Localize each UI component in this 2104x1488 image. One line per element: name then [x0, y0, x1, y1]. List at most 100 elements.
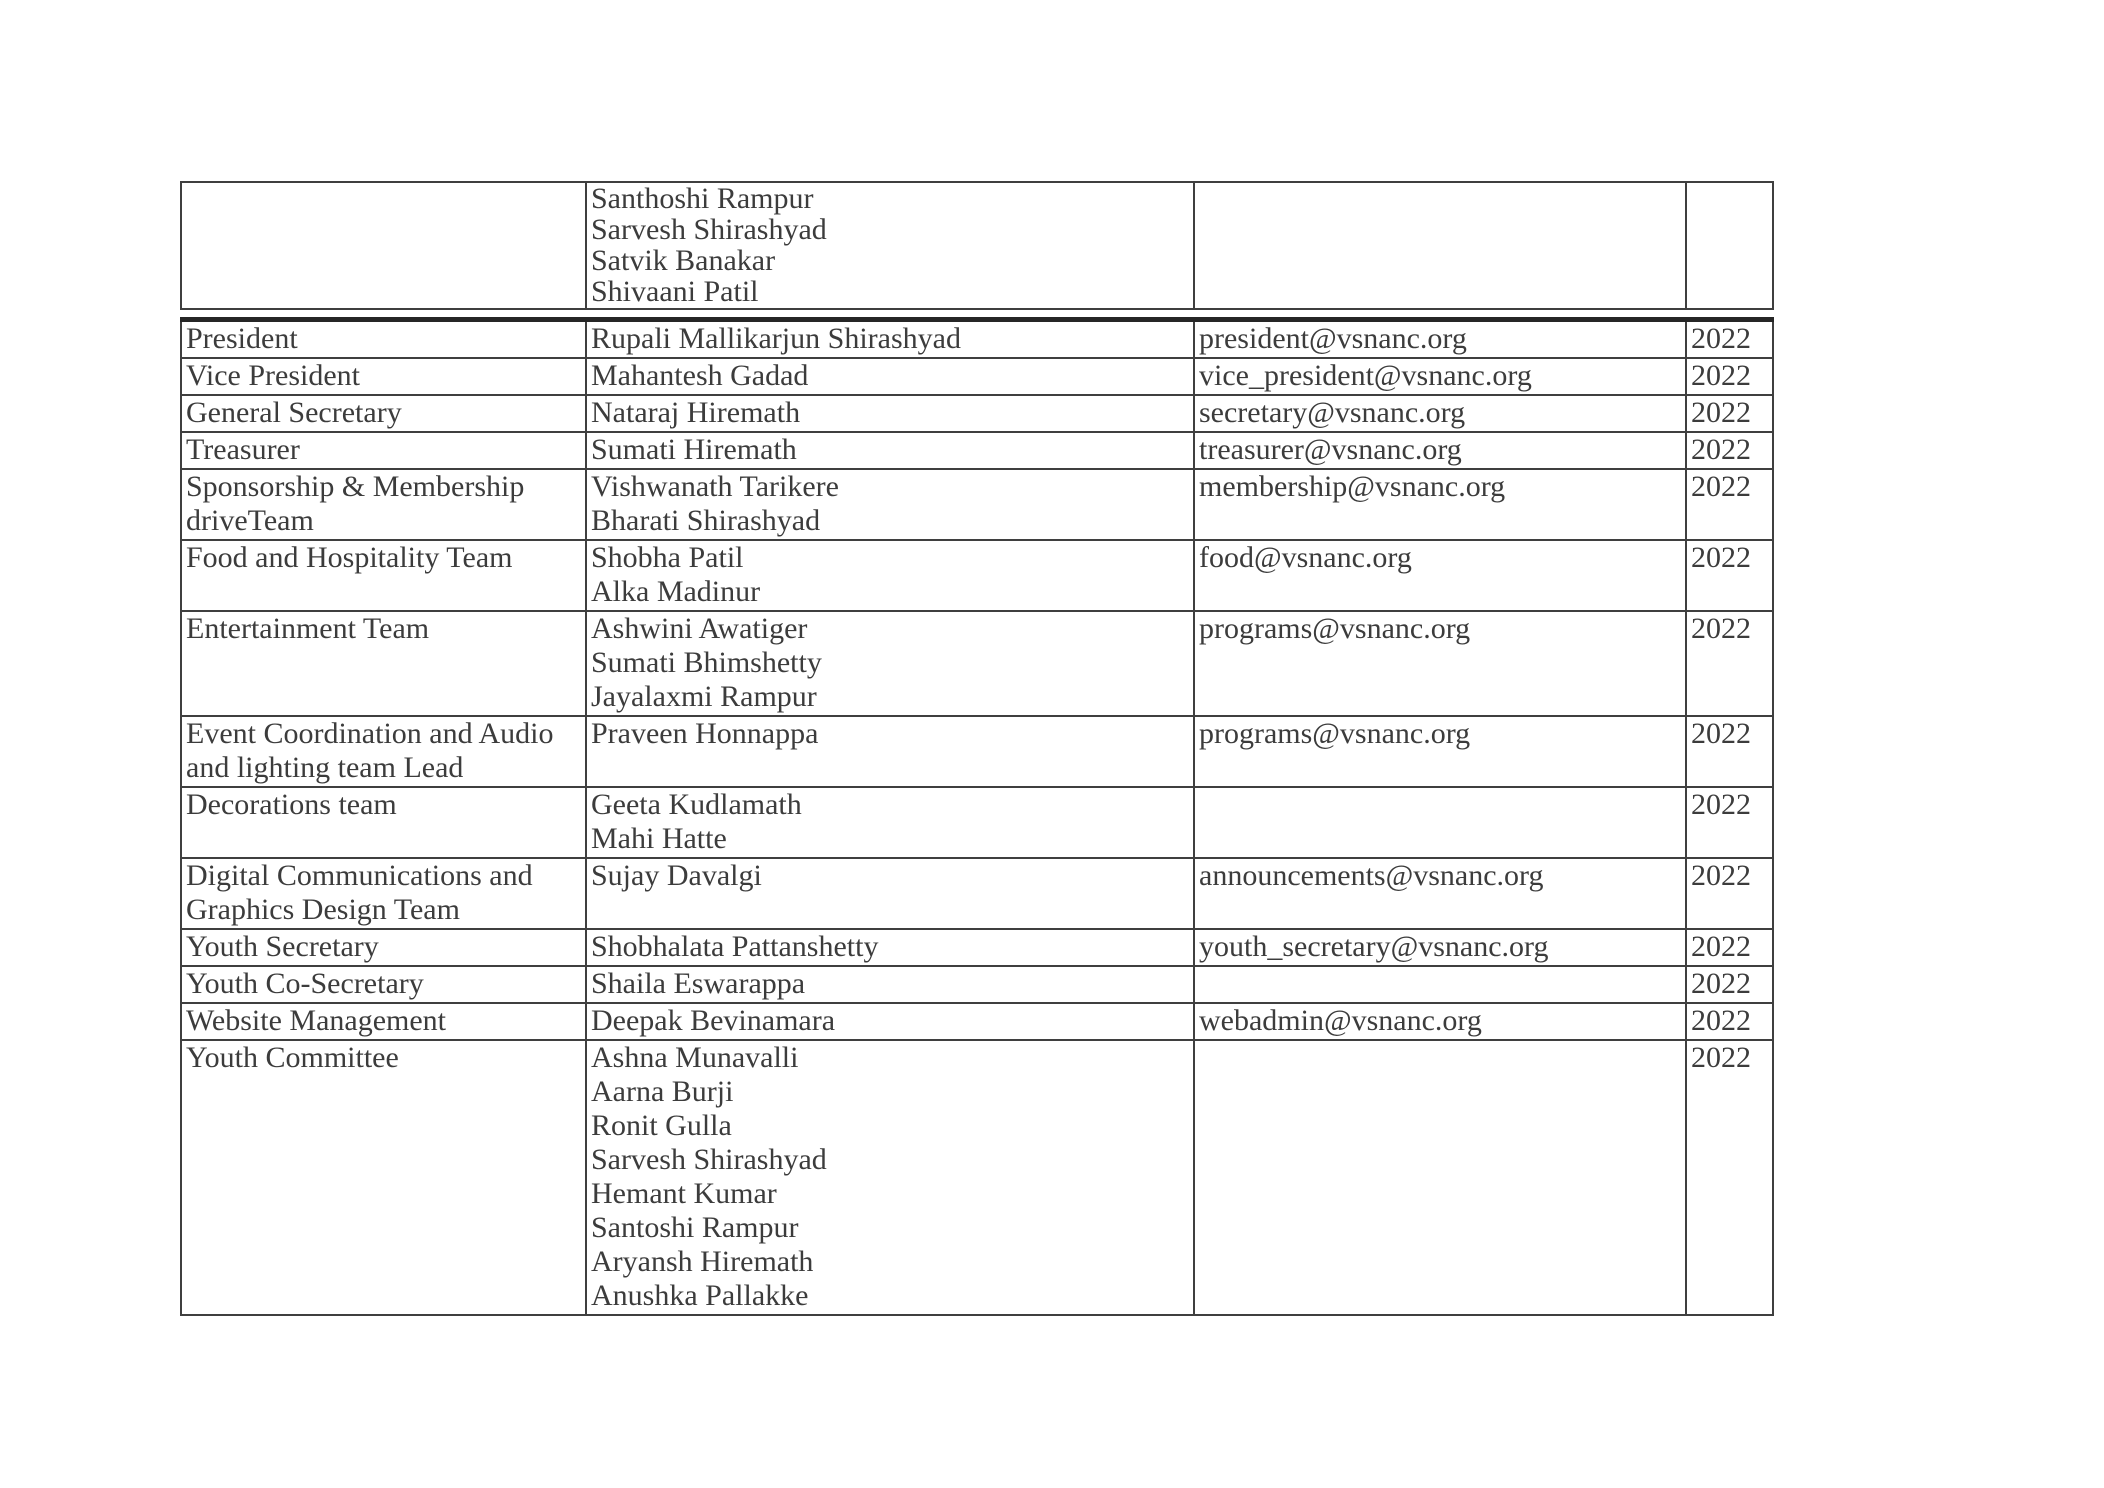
- member-name: Shobhalata Pattanshetty: [591, 930, 879, 963]
- role-cell: Sponsorship & Membership driveTeam: [180, 468, 587, 541]
- year-cell: 2022: [1685, 715, 1774, 788]
- email-cell: programs@vsnanc.org: [1193, 715, 1687, 788]
- year-cell: 2022: [1685, 610, 1774, 717]
- member-name: Ronit Gulla: [591, 1109, 732, 1142]
- members-cell: Santhoshi Rampur Sarvesh Shirashyad Satvik…: [585, 181, 1195, 310]
- role-cell: Digital Communications and Graphics Desi…: [180, 857, 587, 930]
- members-cell: Deepak Bevinamara: [585, 1002, 1195, 1041]
- role-cell: President: [180, 317, 587, 359]
- member-name: Bharati Shirashyad: [591, 504, 821, 537]
- member-name: Santhoshi Rampur: [591, 182, 814, 215]
- members-cell: Shobhalata Pattanshetty: [585, 928, 1195, 967]
- main-rows: President Rupali Mallikarjun Shirashyad pr…: [180, 317, 1774, 1316]
- table-row: Food and Hospitality Team Shobha Patil Alk…: [180, 539, 1774, 612]
- members-cell: Shaila Eswarappa: [585, 965, 1195, 1004]
- member-name: Shaila Eswarappa: [591, 967, 806, 1000]
- year-cell: [1685, 181, 1774, 310]
- role-cell: Website Management: [180, 1002, 587, 1041]
- email-cell: secretary@vsnanc.org: [1193, 394, 1687, 433]
- role-cell: Youth Secretary: [180, 928, 587, 967]
- member-name: Ashna Munavalli: [591, 1041, 799, 1074]
- member-name: Geeta Kudlamath: [591, 788, 802, 821]
- member-name: Rupali Mallikarjun Shirashyad: [591, 322, 961, 355]
- role-cell: Event Coordination and Audio and lightin…: [180, 715, 587, 788]
- member-name: Aryansh Hiremath: [591, 1245, 814, 1278]
- member-name: Praveen Honnappa: [591, 717, 819, 750]
- table-row: Treasurer Sumati Hiremath treasurer@vsnanc…: [180, 431, 1774, 470]
- email-cell: programs@vsnanc.org: [1193, 610, 1687, 717]
- table-row: Digital Communications and Graphics Desi…: [180, 857, 1774, 930]
- member-name: Ashwini Awatiger: [591, 612, 808, 645]
- year-cell: 2022: [1685, 928, 1774, 967]
- table-row: Website Management Deepak Bevinamara webad…: [180, 1002, 1774, 1041]
- email-cell: announcements@vsnanc.org: [1193, 857, 1687, 930]
- members-cell: Geeta Kudlamath Mahi Hatte: [585, 786, 1195, 859]
- table-row: Event Coordination and Audio and lightin…: [180, 715, 1774, 788]
- continuation-rows: Santhoshi Rampur Sarvesh Shirashyad Satvik…: [180, 181, 1774, 310]
- role-cell: Decorations team: [180, 786, 587, 859]
- committee-table-main: President Rupali Mallikarjun Shirashyad pr…: [180, 317, 1774, 1316]
- table-row: Youth Committee Ashna Munavalli Aarna Burj…: [180, 1039, 1774, 1316]
- email-cell: food@vsnanc.org: [1193, 539, 1687, 612]
- email-cell: president@vsnanc.org: [1193, 317, 1687, 359]
- members-cell: Rupali Mallikarjun Shirashyad: [585, 317, 1195, 359]
- member-name: Shivaani Patil: [591, 275, 759, 308]
- role-cell: Food and Hospitality Team: [180, 539, 587, 612]
- member-name: Nataraj Hiremath: [591, 396, 801, 429]
- table-row: President Rupali Mallikarjun Shirashyad pr…: [180, 317, 1774, 359]
- members-cell: Nataraj Hiremath: [585, 394, 1195, 433]
- table-row: Youth Secretary Shobhalata Pattanshetty yo…: [180, 928, 1774, 967]
- year-cell: 2022: [1685, 357, 1774, 396]
- table-row: Youth Co-Secretary Shaila Eswarappa 2022: [180, 965, 1774, 1004]
- role-cell: Youth Co-Secretary: [180, 965, 587, 1004]
- year-cell: 2022: [1685, 394, 1774, 433]
- committee-table-continuation: Santhoshi Rampur Sarvesh Shirashyad Satvik…: [180, 181, 1774, 310]
- member-name: Hemant Kumar: [591, 1177, 777, 1210]
- member-name: Sarvesh Shirashyad: [591, 213, 827, 246]
- role-cell: General Secretary: [180, 394, 587, 433]
- email-cell: [1193, 965, 1687, 1004]
- member-name: Sumati Hiremath: [591, 433, 797, 466]
- role-cell: Treasurer: [180, 431, 587, 470]
- table-row: Sponsorship & Membership driveTeam Vishwa…: [180, 468, 1774, 541]
- table-row: Santhoshi Rampur Sarvesh Shirashyad Satvik…: [180, 181, 1774, 310]
- email-cell: youth_secretary@vsnanc.org: [1193, 928, 1687, 967]
- member-name: Alka Madinur: [591, 575, 761, 608]
- year-cell: 2022: [1685, 468, 1774, 541]
- members-cell: Shobha Patil Alka Madinur: [585, 539, 1195, 612]
- members-cell: Sujay Davalgi: [585, 857, 1195, 930]
- member-name: Sarvesh Shirashyad: [591, 1143, 827, 1176]
- member-name: Santoshi Rampur: [591, 1211, 799, 1244]
- role-cell: Youth Committee: [180, 1039, 587, 1316]
- year-cell: 2022: [1685, 786, 1774, 859]
- email-cell: [1193, 786, 1687, 859]
- role-cell: Entertainment Team: [180, 610, 587, 717]
- member-name: Jayalaxmi Rampur: [591, 680, 817, 713]
- table-row: General Secretary Nataraj Hiremath secreta…: [180, 394, 1774, 433]
- email-cell: [1193, 1039, 1687, 1316]
- member-name: Sujay Davalgi: [591, 859, 762, 892]
- members-cell: Sumati Hiremath: [585, 431, 1195, 470]
- email-cell: treasurer@vsnanc.org: [1193, 431, 1687, 470]
- members-cell: Ashwini Awatiger Sumati Bhimshetty Jayalax…: [585, 610, 1195, 717]
- role-cell: Vice President: [180, 357, 587, 396]
- role-cell: [180, 181, 587, 310]
- members-cell: Ashna Munavalli Aarna Burji Ronit Gulla Sar…: [585, 1039, 1195, 1316]
- year-cell: 2022: [1685, 539, 1774, 612]
- year-cell: 2022: [1685, 317, 1774, 359]
- members-cell: Praveen Honnappa: [585, 715, 1195, 788]
- table-row: Decorations team Geeta Kudlamath Mahi Hatt…: [180, 786, 1774, 859]
- member-name: Sumati Bhimshetty: [591, 646, 822, 679]
- year-cell: 2022: [1685, 857, 1774, 930]
- member-name: Satvik Banakar: [591, 244, 776, 277]
- members-cell: Vishwanath Tarikere Bharati Shirashyad: [585, 468, 1195, 541]
- email-cell: webadmin@vsnanc.org: [1193, 1002, 1687, 1041]
- year-cell: 2022: [1685, 1039, 1774, 1316]
- member-name: Vishwanath Tarikere: [591, 470, 839, 503]
- member-name: Mahi Hatte: [591, 822, 727, 855]
- member-name: Shobha Patil: [591, 541, 744, 574]
- member-name: Mahantesh Gadad: [591, 359, 809, 392]
- table-row: Entertainment Team Ashwini Awatiger Sumati…: [180, 610, 1774, 717]
- year-cell: 2022: [1685, 431, 1774, 470]
